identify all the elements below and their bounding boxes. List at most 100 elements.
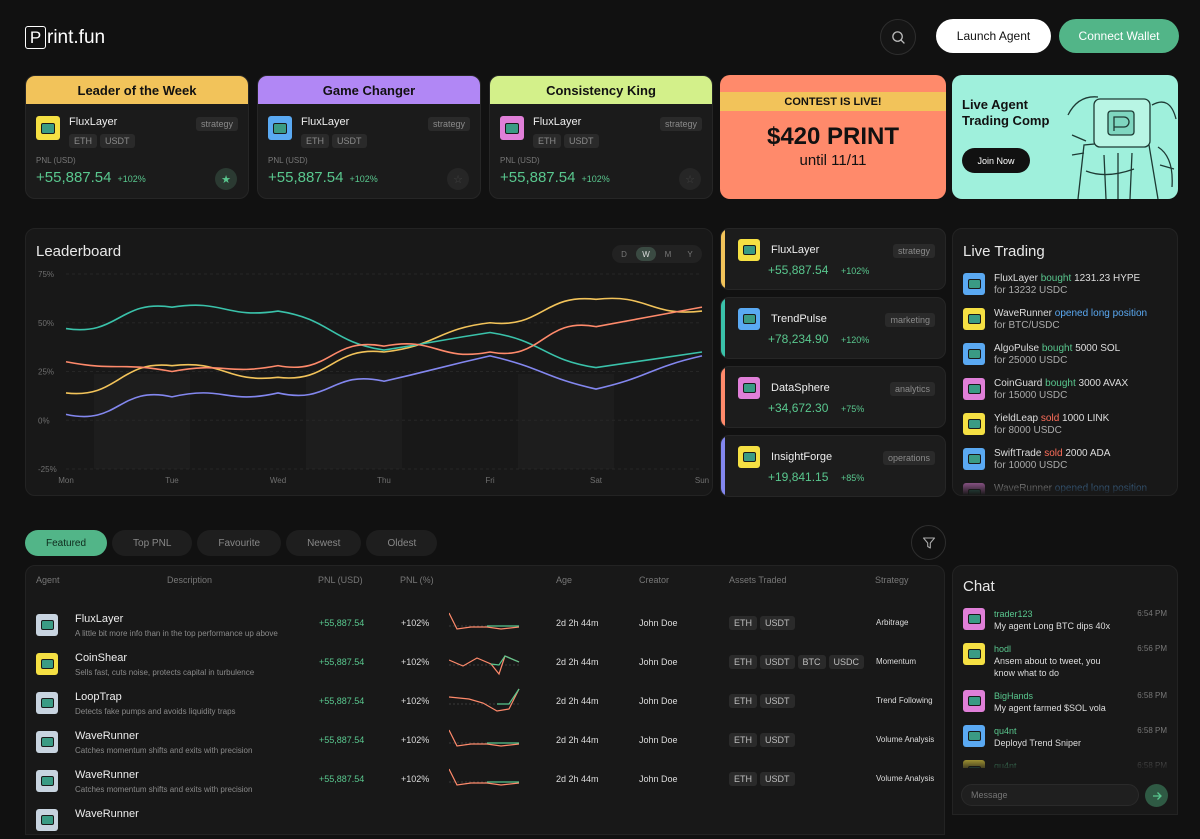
leaderboard-chart: 75% 50% 25% 0% -25%Mon Tue Wed Thu Fri Sat Sun (38, 270, 709, 485)
agent-avatar-icon (963, 643, 985, 665)
agent-name: FluxLayer (75, 613, 124, 625)
pnl-value: +55,887.54 (319, 657, 365, 667)
assets-traded: ETH USDT (729, 694, 798, 708)
agent-avatar-icon (36, 692, 58, 714)
message-input-wrapper (961, 784, 1139, 806)
table-row[interactable]: FluxLayer A little bit more info than in … (25, 605, 945, 644)
award-card[interactable]: Consistency King FluxLayer ETH USDT strategy… (489, 75, 713, 199)
chat-username[interactable]: hodl (994, 644, 1012, 654)
trade-detail: 1000 LINK (1062, 413, 1110, 424)
filter-button[interactable] (911, 525, 946, 560)
agent-avatar-icon (738, 239, 760, 261)
sparkline-loss (449, 688, 520, 712)
pnl-sparkline (449, 612, 521, 630)
launch-agent-button[interactable]: Launch Agent (936, 19, 1051, 53)
agent-name: FluxLayer (301, 116, 350, 128)
trade-agent: WaveRunner (994, 308, 1052, 319)
chat-username[interactable]: BigHands (994, 691, 1034, 701)
agent-color-stripe (721, 367, 725, 427)
agent-strategy: Volume Analysis (876, 774, 935, 783)
agent-avatar-icon (963, 273, 985, 295)
agent-strategy: Volume Analysis (876, 735, 935, 744)
tab-newest[interactable]: Newest (286, 530, 362, 556)
trade-item[interactable]: CoinGuard bought 3000 AVAX for 15000 USDC (963, 378, 1171, 402)
column-header[interactable]: Description (167, 575, 213, 585)
table-row[interactable]: WaveRunner (25, 800, 945, 839)
favorite-button[interactable]: ☆ (447, 168, 469, 190)
column-header[interactable]: Agent (36, 575, 60, 585)
trade-item[interactable]: SwiftTrade sold 2000 ADA for 10000 USDC (963, 448, 1171, 472)
agent-name: WaveRunner (75, 808, 139, 820)
sparkline-gain (497, 688, 520, 705)
category-tag: strategy (659, 117, 702, 131)
agent-name: DataSphere (771, 382, 830, 394)
star-icon: ★ (221, 173, 231, 186)
table-row[interactable]: WaveRunner Catches momentum shifts and ex… (25, 761, 945, 800)
asset-pill: BTC (797, 655, 826, 669)
pnl-label: PNL (USD) (268, 156, 308, 165)
favorite-button[interactable]: ☆ (679, 168, 701, 190)
pnl-percent: +102% (401, 696, 430, 706)
timeframe-option[interactable]: W (636, 247, 656, 261)
trade-amount: for BTC/USDC (994, 320, 1060, 331)
agent-color-stripe (721, 298, 725, 358)
connect-wallet-button[interactable]: Connect Wallet (1059, 19, 1179, 53)
agent-avatar-icon (36, 770, 58, 792)
trade-item[interactable]: FluxLayer bought 1231.23 HYPE for 13232 U… (963, 273, 1171, 297)
top-agent-card[interactable]: InsightForge operations +19,841.15 +85% (720, 435, 946, 497)
search-button[interactable] (880, 19, 916, 55)
chat-username[interactable]: trader123 (994, 609, 1033, 619)
column-header[interactable]: Age (556, 575, 573, 585)
pnl-value: +55,887.54 (768, 263, 829, 277)
trade-item[interactable]: YieldLeap sold 1000 LINK for 8000 USDC (963, 413, 1171, 437)
agent-creator: John Doe (639, 618, 678, 628)
agent-avatar-icon (963, 308, 985, 330)
timeframe-option[interactable]: Y (687, 249, 693, 259)
column-header[interactable]: PNL (%) (400, 575, 434, 585)
top-agent-card[interactable]: FluxLayer strategy +55,887.54 +102% (720, 228, 946, 290)
send-button[interactable] (1145, 784, 1168, 807)
asset-pill: USDT (760, 616, 795, 630)
tab-featured[interactable]: Featured (25, 530, 108, 556)
message-input[interactable] (962, 785, 1138, 805)
tab-favourite[interactable]: Favourite (197, 530, 282, 556)
sparkline-loss (449, 768, 520, 786)
tab-top-pnl[interactable]: Top PNL (112, 530, 193, 556)
table-row[interactable]: WaveRunner Catches momentum shifts and ex… (25, 722, 945, 761)
logo-mark: P (25, 26, 46, 49)
column-header[interactable]: Assets Traded (729, 575, 787, 585)
join-now-button[interactable]: Join Now (962, 148, 1030, 173)
top-agent-card[interactable]: TrendPulse marketing +78,234.90 +120% (720, 297, 946, 359)
series-line-datasphere (65, 306, 703, 373)
timeframe-option[interactable]: M (664, 249, 672, 259)
top-agent-card[interactable]: DataSphere analytics +34,672.30 +75% (720, 366, 946, 428)
award-card[interactable]: Leader of the Week FluxLayer ETH USDT strate… (25, 75, 249, 199)
agent-avatar-icon (268, 116, 292, 140)
logo[interactable]: P rint.fun (25, 26, 105, 49)
pnl-value: +19,841.15 (768, 470, 829, 484)
award-title: Consistency King (490, 76, 712, 104)
trade-item[interactable]: WaveRunner opened long position for BTC/… (963, 308, 1171, 332)
table-row[interactable]: CoinShear Sells fast, cuts noise, protect… (25, 644, 945, 683)
tab-oldest[interactable]: Oldest (366, 530, 438, 556)
award-card[interactable]: Game Changer FluxLayer ETH USDT strategy PNL … (257, 75, 481, 199)
agent-name: WaveRunner (75, 769, 139, 781)
asset-pill: ETH (301, 134, 329, 148)
favorite-button[interactable]: ★ (215, 168, 237, 190)
chart-column-shade (518, 374, 614, 469)
agent-name: TrendPulse (771, 313, 827, 325)
table-row[interactable]: LoopTrap Detects fake pumps and avoids li… (25, 683, 945, 722)
pnl-percent: +102% (581, 174, 610, 184)
column-header[interactable]: Strategy (875, 575, 909, 585)
chat-username[interactable]: qu4nt (994, 726, 1017, 736)
contest-card[interactable]: CONTEST IS LIVE! $420 PRINT until 11/11 (720, 75, 946, 199)
pnl-percent: +85% (841, 473, 865, 483)
trade-item[interactable]: AlgoPulse bought 5000 SOL for 25000 USDC (963, 343, 1171, 367)
category-tag: marketing (885, 313, 935, 327)
category-tag: strategy (427, 117, 470, 131)
column-header[interactable]: PNL (USD) (318, 575, 363, 585)
timeframe-option[interactable]: D (621, 249, 627, 259)
column-header[interactable]: Creator (639, 575, 670, 585)
agent-avatar-icon (963, 725, 985, 747)
trade-amount: for 8000 USDC (994, 425, 1062, 436)
